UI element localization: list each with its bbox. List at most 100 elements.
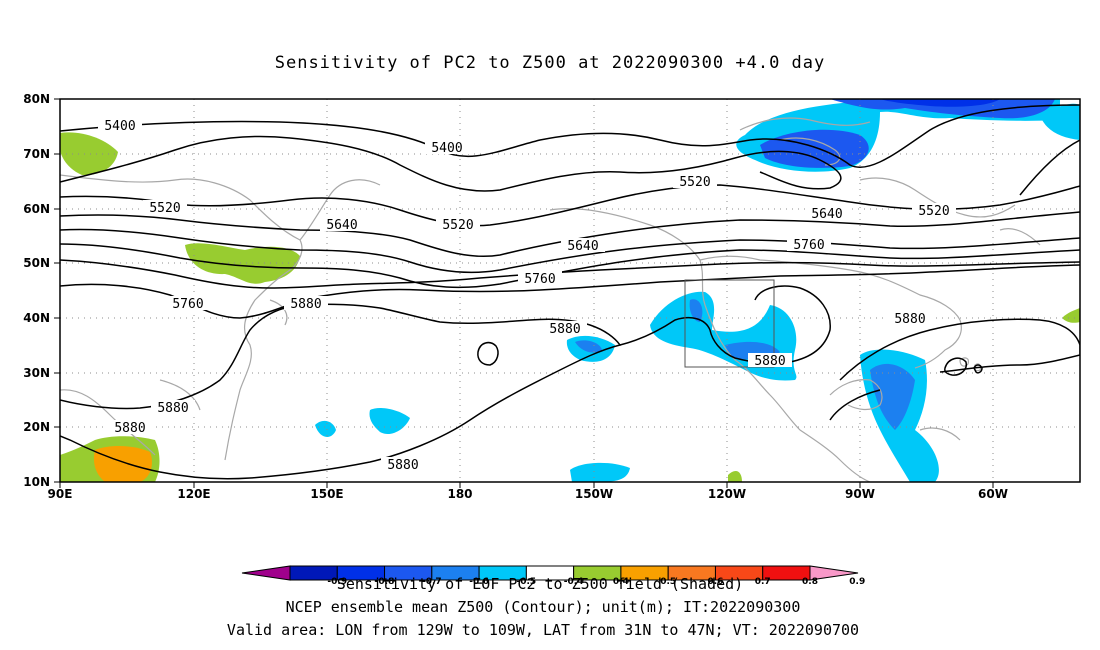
colorbar-label: 0.6 xyxy=(707,577,723,587)
contour-5880-closed-c xyxy=(973,364,983,374)
contour-label: 5880 xyxy=(381,457,425,473)
contour-label: 5760 xyxy=(518,271,562,287)
contour-5760-b xyxy=(60,259,1080,289)
lon-label: 150E xyxy=(310,487,343,501)
colorbar-label: -0.6 xyxy=(469,577,489,587)
neg-region-arctic-deep xyxy=(880,99,1000,107)
contour-5640-a xyxy=(60,228,1080,274)
contour-label: 5880 xyxy=(284,296,328,312)
neg-region-gulf-core xyxy=(870,363,915,430)
contour-labels: 5400 5400 5520 5520 5520 5520 5640 5640 … xyxy=(98,118,956,473)
lat-label: 50N xyxy=(23,256,50,270)
svg-text:5880: 5880 xyxy=(114,421,145,436)
contour-label: 5520 xyxy=(436,217,480,233)
caption-valid-area: Valid area: LON from 129W to 109W, LAT f… xyxy=(227,621,859,639)
contour-5400-a xyxy=(60,104,1080,168)
contour-label: 5880 xyxy=(151,400,195,416)
contour-label: 5400 xyxy=(425,140,469,156)
lat-label: 20N xyxy=(23,420,50,434)
svg-text:5640: 5640 xyxy=(567,239,598,254)
lon-label: 90E xyxy=(48,487,73,501)
svg-text:5520: 5520 xyxy=(149,201,180,216)
axis-ticks xyxy=(54,98,994,488)
lon-label: 150W xyxy=(575,487,613,501)
coastlines xyxy=(60,117,1041,482)
contour-label: 5880 xyxy=(888,311,932,327)
neg-region-hawaii xyxy=(570,462,630,482)
contour-label: 5880 xyxy=(748,353,792,369)
svg-text:5760: 5760 xyxy=(793,238,824,253)
colorbar: -0.9 -0.8 -0.7 -0.6 -0.5 -0.4 0.4 0.5 0.6 0.7 0.8 0… xyxy=(241,565,865,587)
colorbar-label: -0.5 xyxy=(517,577,537,587)
lon-labels: 90E 120E 150E 180 150W 120W 90W 60W xyxy=(48,487,1008,501)
contour-label: 5640 xyxy=(561,238,605,254)
svg-text:5400: 5400 xyxy=(104,119,135,134)
contour-label: 5760 xyxy=(166,296,210,312)
svg-text:5520: 5520 xyxy=(679,175,710,190)
colorbar-max-triangle xyxy=(809,565,859,581)
svg-text:5760: 5760 xyxy=(524,272,555,287)
contour-5640-b xyxy=(60,243,1080,289)
colorbar-label: -0.4 xyxy=(564,577,584,587)
plot-area: 5400 5400 5520 5520 5520 5520 5640 5640 … xyxy=(60,99,1080,482)
svg-text:5400: 5400 xyxy=(431,141,462,156)
colorbar-label: 0.5 xyxy=(660,577,676,587)
pos-spot-atlantic xyxy=(1062,308,1080,323)
contour-label: 5880 xyxy=(543,321,587,337)
colorbar-label: 0.9 xyxy=(849,577,865,587)
plot-frame xyxy=(59,98,1081,483)
neg-region-arctic-core xyxy=(760,129,869,168)
lat-label: 30N xyxy=(23,366,50,380)
contour-label: 5880 xyxy=(108,420,152,436)
lat-label: 40N xyxy=(23,311,50,325)
contour-5880-closed-a xyxy=(477,341,499,366)
contour-5880-atl xyxy=(839,318,1080,381)
neg-region-na-core-a xyxy=(689,299,703,322)
lat-label: 10N xyxy=(23,475,50,489)
caption-contour: NCEP ensemble mean Z500 (Contour); unit(… xyxy=(286,598,801,616)
svg-text:5880: 5880 xyxy=(549,322,580,337)
colorbar-label: 0.4 xyxy=(613,577,629,587)
lat-label: 60N xyxy=(23,202,50,216)
neg-region-arctic-mid xyxy=(830,99,1055,119)
map-title: Sensitivity of PC2 to Z500 at 2022090300… xyxy=(275,53,826,73)
contour-5880-main xyxy=(60,303,622,480)
svg-text:5520: 5520 xyxy=(918,204,949,219)
lat-labels: 80N 70N 60N 50N 40N 30N 20N 10N xyxy=(23,92,50,489)
svg-text:5880: 5880 xyxy=(754,354,785,369)
colorbar-label: -0.8 xyxy=(375,577,395,587)
pos-region-siberia xyxy=(60,132,118,176)
contour-5400-b xyxy=(60,135,842,192)
contour-label: 5520 xyxy=(912,203,956,219)
lon-label: 120W xyxy=(708,487,746,501)
colorbar-label: -0.7 xyxy=(422,577,442,587)
contour-label: 5640 xyxy=(805,206,849,222)
svg-text:5640: 5640 xyxy=(326,218,357,233)
neg-spot-west-pacific xyxy=(315,420,336,437)
svg-text:5880: 5880 xyxy=(290,297,321,312)
contour-label: 5520 xyxy=(673,174,717,190)
svg-text:5880: 5880 xyxy=(894,312,925,327)
pos-region-east-asia xyxy=(185,243,300,284)
svg-text:5520: 5520 xyxy=(442,218,473,233)
contour-5400-c xyxy=(1019,139,1080,196)
lon-label: 90W xyxy=(845,487,875,501)
pos-spot-pacific xyxy=(728,470,742,482)
neg-region-pacific-a-core xyxy=(575,340,602,353)
pos-region-south-asia-core xyxy=(93,446,152,482)
contour-label: 5520 xyxy=(143,200,187,216)
colorbar-label: -0.9 xyxy=(327,577,347,587)
lon-label: 60W xyxy=(978,487,1008,501)
lon-label: 180 xyxy=(447,487,472,501)
svg-text:5880: 5880 xyxy=(387,458,418,473)
contour-label: 5640 xyxy=(320,217,364,233)
contour-5880-tail xyxy=(829,389,881,421)
caption-shaded: Sensitivity of EOF PC2 to Z500 field (Sh… xyxy=(337,575,743,593)
svg-text:5880: 5880 xyxy=(157,401,188,416)
neg-region-arctic-east xyxy=(1040,103,1080,140)
contour-5880-closed-b xyxy=(944,357,968,376)
contour-label: 5400 xyxy=(98,118,142,134)
colorbar-label: 0.7 xyxy=(755,577,771,587)
svg-text:5640: 5640 xyxy=(811,207,842,222)
